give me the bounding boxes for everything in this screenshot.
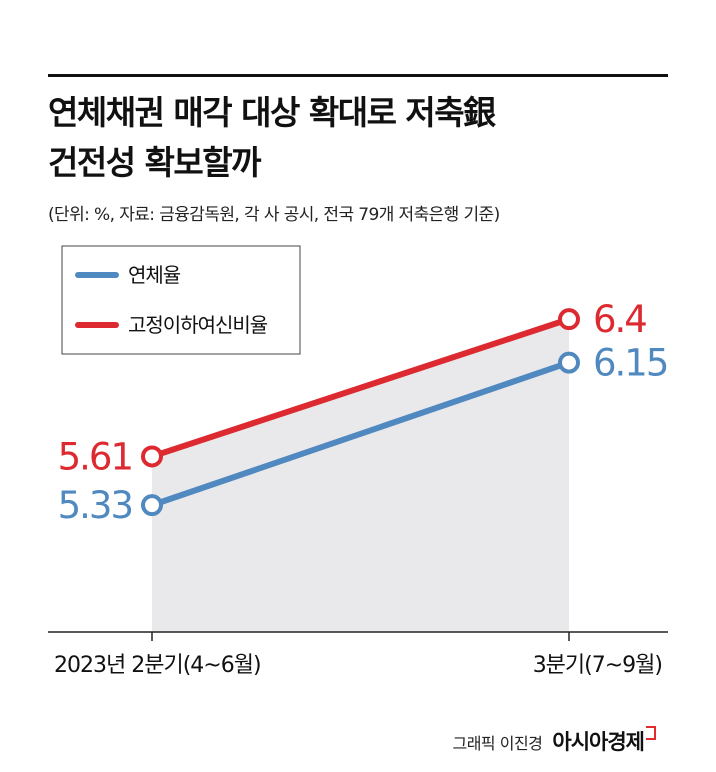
title-line-2: 건전성 확보할까 (48, 143, 262, 182)
legend-label: 연체율 (128, 263, 181, 287)
data-label: 6.4 (593, 298, 646, 341)
legend-label: 고정이하여신비율 (128, 313, 268, 337)
graphic-credit: 그래픽 이진경 (452, 734, 543, 753)
brand-name: 아시아경제 (552, 730, 645, 754)
series-line (149, 316, 572, 460)
page-title: 연체채권 매각 대상 확대로 저축銀 건전성 확보할까 (48, 88, 688, 188)
data-label: 5.33 (58, 484, 132, 527)
data-label: 5.61 (58, 435, 132, 478)
data-label: 6.15 (593, 342, 667, 385)
chart-subtitle: (단위: %, 자료: 금융감독원, 각 사 공시, 전국 79개 저축은행 기… (48, 205, 500, 225)
brand-mark-icon (646, 726, 656, 740)
x-tick-label: 3분기(7~9월) (533, 653, 662, 678)
series-line (149, 359, 572, 509)
data-point-marker (141, 445, 163, 468)
brand-logo: 아시아경제 (552, 726, 656, 756)
credit-line: 그래픽 이진경 아시아경제 (452, 726, 656, 756)
title-line-1: 연체채권 매각 대상 확대로 저축銀 (48, 93, 496, 132)
data-point-marker (558, 308, 580, 331)
data-point-marker (558, 351, 580, 374)
data-point-marker (141, 494, 163, 517)
x-tick-label: 2023년 2분기(4~6월) (54, 653, 261, 678)
legend-box (61, 245, 301, 355)
title-rule (48, 74, 668, 77)
shaded-area (152, 319, 569, 632)
